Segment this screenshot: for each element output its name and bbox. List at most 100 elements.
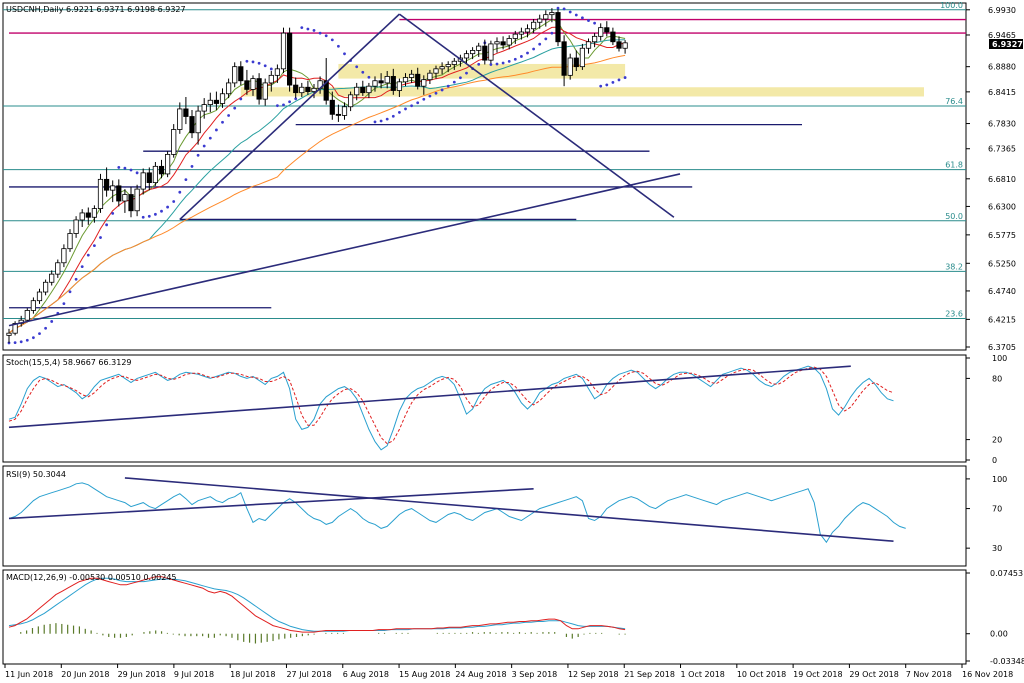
- current-price-marker: 6.9327: [989, 39, 1023, 49]
- sar-dot: [526, 51, 529, 55]
- sar-dot: [568, 10, 572, 14]
- macd-pane[interactable]: MACD(12,26,9) -0.00530 0.00510 0.00245: [2, 569, 967, 665]
- candle: [225, 78, 232, 99]
- candlesticks: [6, 8, 628, 343]
- sar-dot: [239, 97, 243, 101]
- candle-body: [341, 106, 348, 116]
- sar-dot: [367, 75, 371, 79]
- sar-dot: [452, 80, 456, 84]
- candle: [366, 82, 372, 99]
- sar-dot: [13, 341, 17, 345]
- sar-dot: [410, 104, 413, 108]
- candle-body: [543, 14, 549, 20]
- candle-body: [128, 194, 134, 212]
- sar-dot: [587, 19, 590, 22]
- candle: [561, 35, 567, 87]
- price-tick-label: 6.7365: [988, 145, 1016, 154]
- candle-body: [158, 165, 165, 175]
- candle-body: [427, 72, 433, 81]
- candle-body: [610, 31, 616, 43]
- candle: [408, 69, 415, 83]
- time-tick-label: 18 Jul 2018: [230, 670, 275, 679]
- candle: [36, 288, 43, 304]
- sar-dot: [440, 88, 444, 92]
- candle-body: [164, 154, 171, 175]
- candle-body: [201, 104, 207, 112]
- stoch-label: Stoch(15,5,4) 58.9667 66.3129: [6, 358, 132, 367]
- sar-dot: [562, 7, 566, 11]
- sar-dot: [513, 57, 517, 61]
- price-tick-label: 6.3705: [988, 343, 1016, 352]
- candle: [421, 75, 427, 95]
- candle: [311, 84, 317, 99]
- candle-body: [286, 32, 293, 86]
- sar-dot: [379, 119, 383, 123]
- sar-dot: [373, 120, 377, 124]
- candle: [189, 110, 195, 139]
- candle: [134, 184, 140, 217]
- candle-body: [512, 33, 518, 39]
- stoch-k-line: [8, 365, 894, 451]
- price-tick-label: 6.9465: [988, 31, 1016, 40]
- candle: [439, 62, 445, 75]
- candle: [286, 27, 293, 92]
- candle-body: [500, 41, 506, 46]
- candle: [67, 229, 73, 252]
- sar-dot: [465, 71, 468, 75]
- time-tick-label: 19 Oct 2018: [793, 670, 842, 679]
- candle: [122, 189, 128, 213]
- fib-level-label: 100.0: [940, 1, 963, 10]
- stochastic-pane[interactable]: Stoch(15,5,4) 58.9667 66.3129: [2, 354, 967, 463]
- candle: [378, 73, 384, 89]
- candle-body: [311, 87, 317, 92]
- sar-dot: [111, 211, 115, 215]
- time-tick-label: 24 Aug 2018: [455, 670, 506, 679]
- price-pane[interactable]: 100.0 76.4 61.8 50.0 38.2 23.6 USDCNH,Daily 6…: [2, 1, 967, 351]
- candle: [49, 270, 55, 286]
- candle-body: [36, 291, 43, 302]
- price-axis: 6.9930 6.9465 6.8880 6.8415 6.7830 6.7365 6.68…: [966, 6, 1016, 352]
- candle-body: [622, 42, 628, 49]
- candle: [213, 91, 219, 111]
- candle-body: [262, 82, 268, 100]
- price-tick-label: 6.6300: [988, 202, 1016, 211]
- price-tick-label: 6.5775: [988, 231, 1016, 240]
- time-tick-label: 11 Jun 2018: [5, 670, 53, 679]
- candle: [445, 61, 451, 73]
- candle-body: [85, 212, 91, 218]
- candle-body: [122, 194, 128, 202]
- symbol-header: USDCNH,Daily 6.9221 6.9371 6.9198 6.9327: [6, 5, 186, 14]
- candle: [244, 69, 250, 95]
- rsi-pane[interactable]: RSI(9) 50.3044: [2, 465, 967, 567]
- candle: [506, 35, 512, 50]
- candle-body: [67, 233, 73, 250]
- candle-body: [494, 41, 500, 45]
- price-tick-label: 6.5250: [988, 259, 1016, 268]
- stochastic-axis: 100 80 20 0: [966, 354, 1007, 465]
- candle-body: [43, 281, 49, 293]
- sar-dot: [282, 103, 285, 107]
- sar-dot: [306, 27, 310, 31]
- candle-body: [573, 57, 579, 68]
- candle: [85, 207, 91, 225]
- candle: [585, 38, 592, 54]
- candle-body: [323, 80, 329, 101]
- candle: [232, 62, 238, 88]
- candle-body: [506, 38, 512, 46]
- sar-dot: [617, 78, 621, 82]
- candle: [79, 209, 85, 228]
- candle: [360, 80, 366, 96]
- sar-dot: [117, 166, 121, 169]
- candle: [354, 82, 360, 101]
- candle-body: [6, 332, 12, 336]
- candle: [476, 42, 482, 57]
- candle: [622, 40, 628, 54]
- candle: [433, 65, 439, 79]
- candle-body: [384, 76, 390, 84]
- candle-body: [49, 273, 55, 283]
- candle: [469, 47, 476, 60]
- trend-line: [179, 13, 400, 221]
- candle: [500, 36, 506, 50]
- candle: [384, 71, 390, 89]
- candle: [598, 23, 604, 41]
